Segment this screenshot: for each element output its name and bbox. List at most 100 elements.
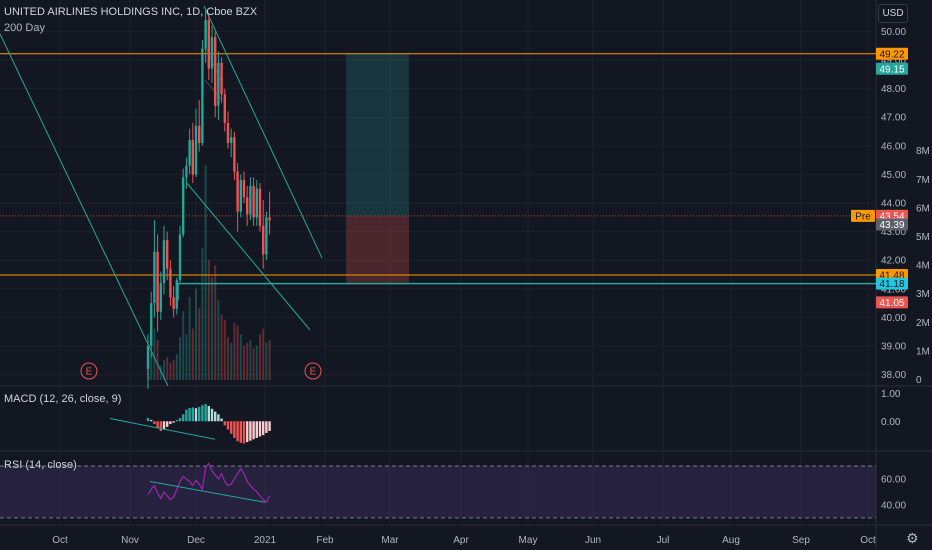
- candle-body: [172, 297, 175, 309]
- currency-button[interactable]: USD: [878, 4, 908, 23]
- macd-bar: [162, 421, 166, 430]
- time-tick-label: Jul: [657, 535, 670, 546]
- horizontal-levels[interactable]: [0, 53, 876, 301]
- volume-bar: [195, 288, 197, 380]
- volume-tick-label: 7M: [916, 175, 930, 186]
- price-tick-label: 39.00: [881, 341, 906, 352]
- earnings-marker: [304, 362, 322, 380]
- earnings-marker: [80, 362, 98, 380]
- volume-bar: [156, 339, 159, 380]
- rsi-title: RSI (14, close): [4, 459, 77, 471]
- time-tick-label: Mar: [381, 535, 399, 546]
- earnings-marker-label: E: [310, 367, 317, 378]
- candle-body: [242, 180, 246, 198]
- volume-tick-label: 3M: [916, 289, 930, 300]
- macd-bar: [210, 408, 214, 422]
- grid-lines: [0, 0, 876, 525]
- macd-bar: [153, 421, 156, 425]
- volume-bar: [239, 334, 242, 380]
- candle-body: [162, 240, 166, 284]
- candle-body: [207, 20, 210, 69]
- candle-body: [239, 180, 242, 212]
- trend-lines[interactable]: [0, 5, 323, 387]
- volume-tick-label: 8M: [916, 146, 930, 157]
- candle-body: [175, 280, 178, 309]
- macd-bar: [207, 406, 210, 422]
- price-badge: [876, 62, 908, 75]
- macd-bar: [194, 408, 198, 422]
- macd-bar: [198, 406, 201, 422]
- time-tick-label: Nov: [121, 535, 139, 546]
- price-axis[interactable]: 38.00 39.00 40.00 41.00 42.00 43.00 44.00 45.00…: [881, 27, 906, 511]
- macd-histogram: [109, 404, 271, 444]
- volume-bar: [252, 348, 255, 380]
- candle-body: [246, 197, 249, 215]
- position-tool[interactable]: [346, 53, 409, 284]
- macd-tick-label: 1.00: [881, 389, 901, 400]
- target-zone: [346, 53, 409, 216]
- price-tick-label: 38.00: [881, 370, 906, 381]
- macd-bar: [246, 421, 249, 443]
- time-tick-label: Apr: [453, 535, 469, 546]
- price-tick-label: 43.00: [881, 227, 906, 238]
- volume-bar: [268, 339, 271, 380]
- volume-bar: [262, 328, 265, 380]
- candle-body: [204, 20, 207, 49]
- volume-bar: [198, 308, 201, 380]
- moving-average-label: 200 Day: [4, 22, 45, 34]
- rsi-tick-label: 40.00: [881, 500, 906, 511]
- macd-bar: [150, 419, 153, 422]
- macd-bar: [182, 414, 185, 422]
- price-tick-label: 49.00: [881, 56, 906, 67]
- macd-bar: [185, 409, 188, 422]
- macd-bar: [220, 418, 223, 422]
- volume-bar: [207, 259, 210, 380]
- candle-body: [214, 37, 217, 106]
- price-badge-label: 43.54: [879, 212, 904, 223]
- candle-body: [191, 140, 194, 175]
- time-tick-label: 2021: [254, 535, 277, 546]
- volume-tick-label: 1M: [916, 346, 930, 357]
- volume-bars: [147, 165, 271, 380]
- price-badge-label: 49.15: [879, 64, 904, 75]
- volume-bar: [227, 337, 229, 380]
- time-tick-label: Sep: [792, 535, 810, 546]
- candle-body: [262, 225, 265, 255]
- volume-bar: [255, 345, 258, 380]
- candle-body: [210, 37, 214, 69]
- gear-icon[interactable]: ⚙: [906, 530, 919, 546]
- macd-bar: [217, 414, 220, 422]
- macd-bar: [146, 417, 150, 422]
- trend-line: [0, 33, 169, 387]
- price-tick-label: 40.00: [881, 313, 906, 324]
- macd-bar: [178, 417, 182, 422]
- macd-bar: [233, 421, 236, 438]
- volume-bar: [201, 248, 204, 380]
- macd-bar: [156, 421, 159, 429]
- candle-body: [178, 234, 182, 281]
- rsi-divergence-line: [149, 481, 266, 503]
- candle-body: [153, 251, 156, 304]
- candle-body: [194, 125, 198, 175]
- time-axis[interactable]: Oct Nov Dec 2021 Feb Mar Apr May Jun Jul Aug Sep Oct: [52, 535, 876, 546]
- volume-bar: [249, 339, 252, 380]
- volume-bar: [163, 359, 165, 380]
- volume-bar: [175, 354, 178, 380]
- earnings-marker-label: E: [86, 367, 93, 378]
- candle-body: [217, 62, 220, 106]
- candle-body: [226, 122, 230, 143]
- volume-bar: [179, 337, 181, 380]
- price-tick-label: 44.00: [881, 199, 906, 210]
- pre-market-tag-label: Pre: [855, 211, 871, 222]
- trend-line: [185, 181, 311, 331]
- candle-body: [169, 268, 172, 298]
- volume-bar: [166, 357, 169, 380]
- volume-bar: [150, 354, 153, 380]
- macd-bar: [188, 407, 191, 422]
- price-tick-label: 47.00: [881, 113, 906, 124]
- macd-bar: [159, 421, 162, 431]
- candle-body: [258, 188, 262, 226]
- price-tick-label: 48.00: [881, 84, 906, 95]
